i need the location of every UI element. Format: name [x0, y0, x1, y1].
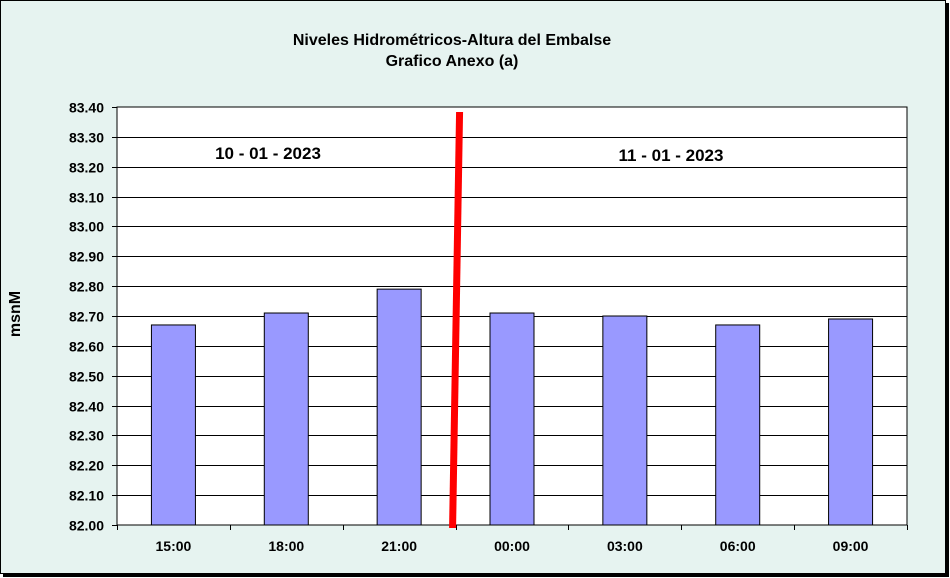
- x-tick-label: 15:00: [156, 538, 192, 554]
- y-tick-label: 82.20: [69, 458, 104, 474]
- bar: [489, 312, 535, 526]
- y-tick-label: 82.40: [69, 399, 104, 415]
- bar: [715, 324, 761, 526]
- bar: [263, 312, 309, 526]
- y-tick-label: 82.30: [69, 428, 104, 444]
- x-tick-label: 09:00: [833, 538, 869, 554]
- x-tick-label: 03:00: [607, 538, 643, 554]
- y-tick-label: 82.00: [69, 518, 104, 534]
- y-tick-label: 82.10: [69, 488, 104, 504]
- y-tick-label: 82.90: [69, 249, 104, 265]
- date-annotation-left: 10 - 01 - 2023: [215, 144, 321, 163]
- x-tick-label: 06:00: [720, 538, 756, 554]
- bar: [828, 318, 874, 526]
- y-tick-label: 82.60: [69, 339, 104, 355]
- chart-subtitle: Grafico Anexo (a): [386, 53, 519, 70]
- y-tick-label: 83.10: [69, 190, 104, 206]
- plot-area: 82.00 82.10 82.20 82.30 82.40 82.50 82.60 82.70…: [69, 100, 908, 554]
- y-tick-label: 82.50: [69, 369, 104, 385]
- bar: [602, 315, 648, 526]
- date-divider-line: [449, 111, 464, 529]
- y-tick-label: 82.70: [69, 309, 104, 325]
- date-annotation-right: 11 - 01 - 2023: [619, 146, 724, 165]
- x-tick-label: 21:00: [381, 538, 417, 554]
- y-tick-label: 83.30: [69, 130, 104, 146]
- x-tick-label: 00:00: [494, 538, 530, 554]
- x-tick-label: 18:00: [268, 538, 304, 554]
- y-tick-label: 83.00: [69, 219, 104, 235]
- bar: [376, 288, 422, 526]
- y-tick-label: 83.20: [69, 160, 104, 176]
- y-tick-label: 83.40: [69, 100, 104, 116]
- bar: [150, 324, 196, 526]
- chart-title: Niveles Hidrométricos-Altura del Embalse: [293, 32, 611, 49]
- y-tick-label: 82.80: [69, 279, 104, 295]
- y-axis-label: msnM: [7, 291, 24, 337]
